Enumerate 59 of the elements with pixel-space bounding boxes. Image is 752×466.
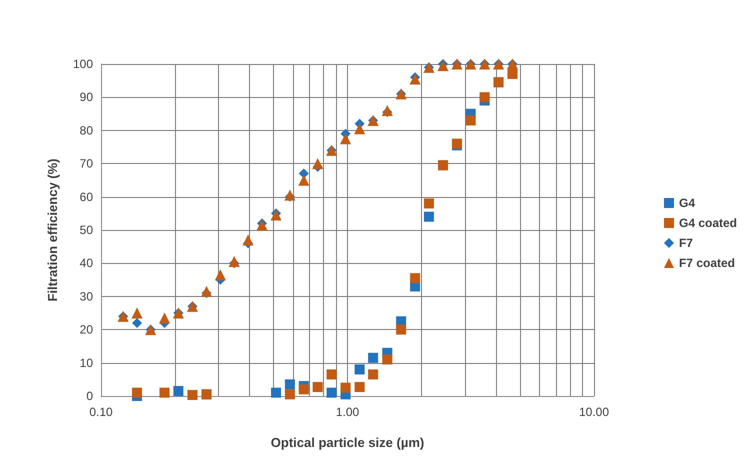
point (214, 269, 226, 280)
point (326, 369, 337, 380)
point (256, 220, 268, 231)
point (242, 234, 254, 246)
point (201, 286, 212, 297)
legend-label: F7 coated (678, 256, 735, 270)
y-tick-label: 90 (80, 90, 94, 104)
point (312, 158, 324, 170)
point (284, 389, 295, 400)
y-tick-label: 70 (80, 156, 94, 171)
point (382, 104, 393, 116)
point (187, 390, 198, 400)
legend-label: F7 (678, 236, 694, 250)
y-tick-label: 100 (72, 57, 94, 71)
point (354, 364, 365, 374)
point (340, 133, 352, 144)
point (354, 123, 366, 134)
point (132, 308, 143, 318)
point (340, 382, 351, 393)
point (312, 382, 323, 392)
point (270, 210, 282, 221)
y-tick-label: 0 (86, 389, 94, 403)
legend-label: G4 coated (678, 216, 738, 230)
y-tick-label: 80 (80, 123, 94, 138)
point (354, 382, 365, 392)
point (160, 388, 170, 398)
point (424, 198, 434, 208)
y-tick-label: 10 (80, 356, 94, 370)
point (298, 384, 309, 394)
y-tick-label: 30 (80, 289, 94, 304)
y-tick-label: 20 (80, 322, 94, 337)
point (298, 174, 310, 186)
x-axis-title: Optical particle size (µm) (270, 435, 424, 450)
point (437, 60, 448, 72)
x-tick-label: 1.00 (336, 405, 360, 419)
point (173, 386, 184, 396)
point (480, 92, 490, 102)
point (507, 68, 518, 79)
point (284, 379, 295, 390)
point (159, 312, 170, 324)
y-axis-title: Filtration efficiency (%) (45, 158, 60, 302)
point (298, 168, 309, 179)
y-tick-label: 50 (80, 223, 94, 237)
point (368, 369, 378, 380)
point (424, 212, 434, 222)
point (466, 115, 476, 126)
point (132, 388, 142, 398)
point (132, 318, 142, 328)
point (382, 354, 392, 364)
y-tick-label: 60 (80, 190, 94, 204)
point (326, 388, 337, 398)
x-tick-label: 0.10 (89, 405, 113, 419)
point (368, 352, 378, 363)
legend-label: G4 (678, 196, 696, 210)
point (410, 273, 420, 284)
point (271, 388, 282, 398)
point (396, 324, 406, 335)
y-tick-label: 40 (80, 256, 94, 270)
x-tick-label: 10.00 (578, 405, 610, 419)
